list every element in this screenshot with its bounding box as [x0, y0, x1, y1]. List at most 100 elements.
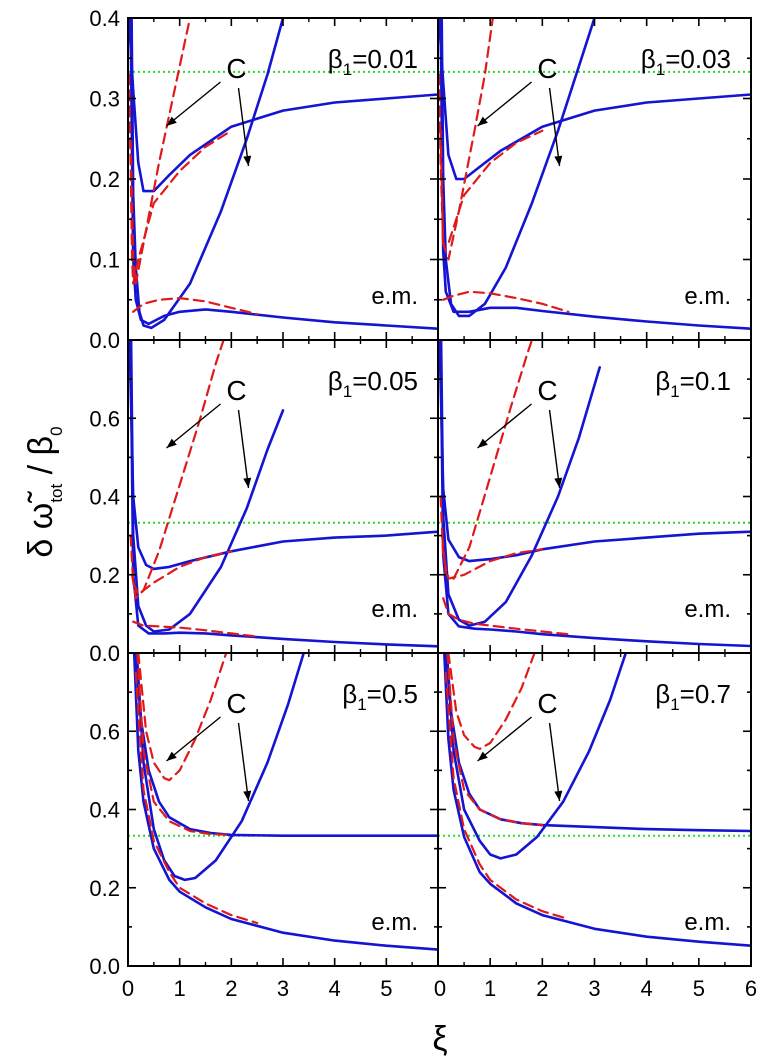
series-solid-C — [130, 18, 285, 330]
series-solid-em — [132, 653, 438, 951]
series-group — [443, 653, 751, 947]
arrow-head — [554, 790, 563, 801]
y-tick-label: 0.6 — [89, 406, 120, 431]
beta-symbol: β — [328, 366, 343, 396]
beta-symbol: β — [655, 366, 670, 396]
y-tick-label: 0.3 — [89, 87, 120, 112]
arrow-head — [243, 790, 252, 801]
x-axis-title: ξ — [432, 1020, 447, 1058]
arrow-head — [166, 438, 177, 448]
beta-label: β1=0.01 — [328, 44, 418, 79]
c-label: C — [226, 375, 246, 406]
series-group — [128, 18, 438, 330]
x-tick-label: 3 — [588, 976, 600, 1001]
series-dashed-C — [137, 653, 228, 782]
series-solid-upper — [134, 653, 438, 837]
arrow-head — [554, 477, 563, 488]
series-dashed-C — [129, 18, 192, 285]
arrow-head — [243, 155, 252, 166]
series-solid-em — [129, 18, 438, 330]
series-solid-upper — [128, 340, 438, 571]
panel-6: 0 1 2 3 4 5 6β1=0.7e.m.C — [434, 652, 757, 1001]
series-dashed-em — [444, 671, 570, 921]
y-tick-label: 0.0 — [89, 641, 120, 666]
beta-symbol: β — [328, 44, 343, 74]
series-dashed-C — [439, 18, 494, 261]
beta-subscript: 1 — [670, 382, 679, 401]
beta-symbol: β — [641, 44, 656, 74]
arrow-line — [166, 716, 221, 762]
beta-value: =0.1 — [680, 366, 731, 396]
beta-value: =0.05 — [352, 366, 418, 396]
series-solid-em — [129, 340, 438, 648]
series-solid-em — [439, 340, 751, 648]
beta-label: β1=0.5 — [342, 679, 418, 714]
series-dashed-em — [132, 297, 259, 316]
series-dashed-C — [447, 653, 536, 750]
arrow-head — [243, 477, 252, 488]
panel-4: β1=0.1 e.m. C — [437, 339, 752, 654]
x-tick-label: 2 — [225, 976, 237, 1001]
panel-3: 0.0 0.2 0.4 0.6 β1=0.05 e.m. C — [89, 339, 439, 666]
arrow-head — [166, 116, 177, 126]
series-solid-C — [135, 653, 305, 882]
y-axis-title-mid: / β — [22, 436, 60, 484]
em-label: e.m. — [371, 283, 418, 310]
beta-symbol: β — [342, 679, 357, 709]
beta-value: =0.5 — [367, 679, 418, 709]
series-group — [128, 340, 438, 648]
em-label: e.m. — [684, 596, 731, 623]
series-solid-C — [445, 653, 628, 860]
beta-value: =0.01 — [352, 44, 418, 74]
y-axis-title: δ ω̃tot / β0 — [22, 426, 66, 557]
c-label: C — [537, 688, 557, 719]
series-group — [438, 340, 751, 648]
series-dashed-em — [132, 620, 259, 638]
y-axis-title-prefix: δ — [22, 529, 60, 557]
x-tick-label: 5 — [380, 976, 392, 1001]
arrow-head — [477, 751, 488, 761]
arrow-line — [548, 87, 561, 167]
y-tick-label: 0.2 — [89, 876, 120, 901]
arrow-line — [477, 403, 532, 449]
series-group — [132, 653, 438, 951]
series-solid-C — [439, 340, 601, 627]
y-axis-title-sub2: 0 — [47, 426, 66, 435]
series-solid-upper — [438, 340, 751, 563]
series-dashed-C — [131, 340, 225, 600]
series-group — [438, 18, 751, 330]
series-solid-upper — [128, 18, 438, 193]
beta-value: =0.03 — [665, 44, 731, 74]
beta-label: β1=0.1 — [655, 366, 731, 401]
x-tick-label: 3 — [277, 976, 289, 1001]
x-tick-label: 4 — [329, 976, 341, 1001]
x-tick-label: 5 — [693, 976, 705, 1001]
arrow-head — [166, 751, 177, 761]
series-dashed-em — [134, 671, 259, 925]
series-solid-em — [439, 18, 751, 330]
c-label: C — [537, 375, 557, 406]
x-tick-label: 1 — [174, 976, 186, 1001]
y-tick-label: 0.6 — [89, 719, 120, 744]
arrow-head — [477, 116, 488, 126]
y-axis-title-sub1: tot — [47, 484, 66, 503]
x-tick-label: 1 — [484, 976, 496, 1001]
arrow-line — [548, 722, 561, 802]
panel-2: β1=0.03 e.m. C — [437, 17, 752, 341]
series-solid-em — [443, 653, 751, 947]
y-tick-label: 0.0 — [89, 328, 120, 353]
x-tick-label: 6 — [745, 976, 757, 1001]
panel-1: 0.0 0.1 0.2 0.3 0.4 β1=0.01 e.m. C — [89, 6, 439, 353]
arrow-head — [554, 155, 563, 166]
em-label: e.m. — [684, 909, 731, 936]
y-tick-label: 0.0 — [89, 954, 120, 979]
panel-5: 0.00.20.40.60 1 2 3 4 5β1=0.5e.m.C — [89, 652, 439, 1001]
series-dashed-C — [441, 340, 533, 580]
beta-value: =0.7 — [680, 679, 731, 709]
x-tick-label: 0 — [122, 976, 134, 1001]
series-dashed-em — [442, 597, 570, 636]
arrow-line — [237, 87, 250, 167]
y-tick-label: 0.4 — [89, 798, 120, 823]
beta-label: β1=0.7 — [655, 679, 731, 714]
